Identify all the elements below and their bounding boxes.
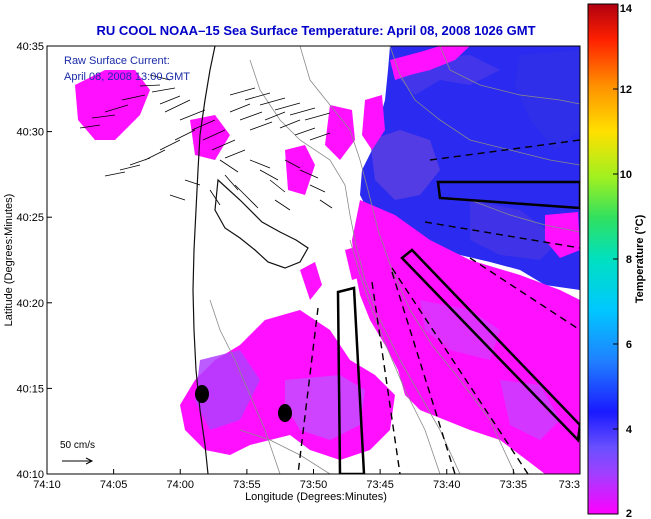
colorbar-tick-label: 4 <box>626 424 633 436</box>
transect-boxes <box>336 180 580 474</box>
y-tick-label: 40:25 <box>16 212 44 224</box>
station-marker <box>195 385 209 403</box>
y-axis-ticks: 40:35 40:30 40:25 40:20 40:15 40:10 <box>16 41 52 481</box>
x-axis-ticks: 74:10 74:05 74:00 73:55 73:50 73:45 73:40 73:35… <box>33 469 581 491</box>
colorbar: 14 12 10 8 6 4 2 Temperature (°C) <box>587 3 646 519</box>
scale-label: 50 cm/s <box>60 440 95 451</box>
colorbar-label: Temperature (°C) <box>634 214 646 303</box>
y-tick-label: 40:20 <box>16 298 44 310</box>
x-tick-label: 74:05 <box>100 479 128 491</box>
x-tick-label: 74:00 <box>166 479 194 491</box>
coastline <box>192 46 309 474</box>
current-label: Raw Surface Current: <box>64 55 170 67</box>
sampling-lines <box>297 139 580 474</box>
colorbar-tick-label: 10 <box>620 169 632 181</box>
colorbar-ticks: 14 12 10 8 6 4 2 <box>613 3 633 519</box>
y-tick-label: 40:35 <box>16 41 44 53</box>
mixed-water-patches <box>195 300 560 440</box>
x-tick-label: 74:10 <box>33 479 61 491</box>
y-tick-label: 40:10 <box>16 469 44 481</box>
current-vectors <box>79 74 333 211</box>
x-tick-label: 73:40 <box>433 479 461 491</box>
scale-arrow <box>62 457 94 465</box>
y-tick-label: 40:15 <box>16 383 44 395</box>
chart-title: RU COOL NOAA–15 Sea Surface Temperature:… <box>96 23 535 38</box>
x-tick-label: 73:50 <box>300 479 328 491</box>
bathymetry-contours <box>209 46 580 474</box>
x-tick-label: 73:55 <box>233 479 261 491</box>
plot-area <box>46 45 581 475</box>
y-tick-label: 40:30 <box>16 127 44 139</box>
x-tick-label: 73:35 <box>500 479 528 491</box>
colorbar-tick-label: 8 <box>626 254 632 266</box>
colorbar-tick-label: 12 <box>620 84 632 96</box>
colorbar-tick-label: 2 <box>626 508 632 519</box>
colorbar-tick-label: 6 <box>626 339 632 351</box>
x-tick-label: 73:3 <box>559 479 580 491</box>
current-time: April 08, 2008 13:00 GMT <box>64 71 190 83</box>
station-marker <box>278 404 292 422</box>
y-axis-label: Latitude (Degrees:Minutes) <box>3 194 15 327</box>
x-axis-label: Longitude (Degrees:Minutes) <box>245 491 387 503</box>
x-tick-label: 73:45 <box>366 479 394 491</box>
colorbar-tick-label: 14 <box>620 3 633 15</box>
